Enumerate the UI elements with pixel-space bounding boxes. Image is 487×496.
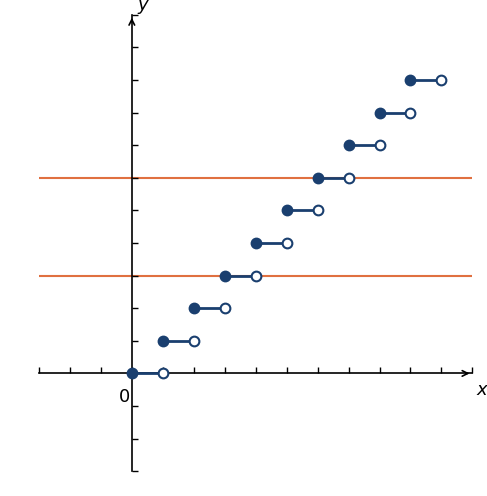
Text: y: y xyxy=(137,0,148,14)
Text: x: x xyxy=(476,381,487,399)
Text: 0: 0 xyxy=(118,388,130,406)
